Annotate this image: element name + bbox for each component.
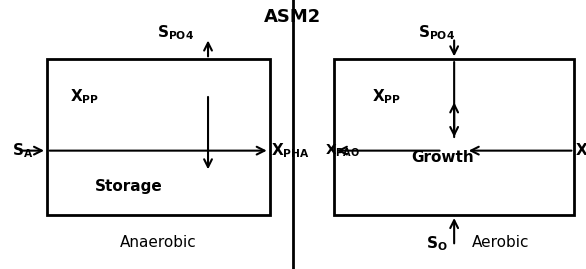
Text: $\mathbf{S_{A}}$: $\mathbf{S_{A}}$ (12, 141, 33, 160)
Text: ASM2: ASM2 (264, 8, 322, 26)
Text: $\mathbf{X_{PHA}}$: $\mathbf{X_{PHA}}$ (271, 141, 309, 160)
Text: Aerobic: Aerobic (472, 235, 530, 250)
Text: Storage: Storage (95, 179, 163, 194)
Text: $\mathbf{S_{PO4}}$: $\mathbf{S_{PO4}}$ (418, 23, 455, 42)
Text: $\mathbf{X_{PHA}}$: $\mathbf{X_{PHA}}$ (575, 141, 586, 160)
Text: $\mathbf{X_{PAO}}$: $\mathbf{X_{PAO}}$ (325, 143, 360, 159)
FancyBboxPatch shape (47, 59, 270, 215)
Text: $\mathbf{X_{PP}}$: $\mathbf{X_{PP}}$ (70, 87, 100, 106)
Text: $\mathbf{S_{PO4}}$: $\mathbf{S_{PO4}}$ (157, 23, 195, 42)
Text: $\mathbf{S_{O}}$: $\mathbf{S_{O}}$ (426, 234, 447, 253)
FancyBboxPatch shape (334, 59, 574, 215)
Text: Growth: Growth (411, 150, 474, 165)
Text: Anaerobic: Anaerobic (120, 235, 196, 250)
Text: $\mathbf{X_{PP}}$: $\mathbf{X_{PP}}$ (372, 87, 401, 106)
